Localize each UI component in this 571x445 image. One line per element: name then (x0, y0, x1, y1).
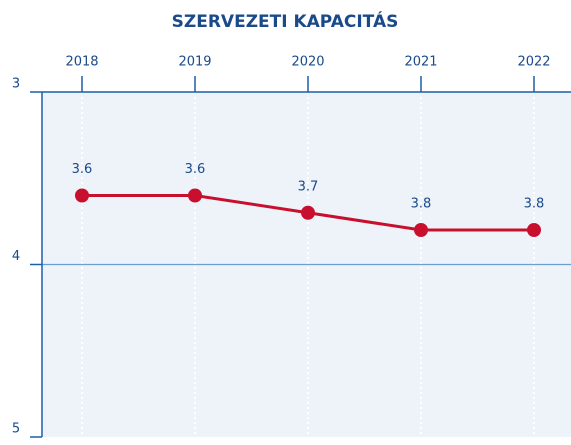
x-tick-label: 2020 (291, 55, 324, 70)
x-tick-label: 2022 (517, 55, 550, 70)
data-label: 3.6 (185, 162, 206, 177)
data-label: 3.6 (72, 162, 93, 177)
x-tick-label: 2021 (404, 55, 437, 70)
point (301, 205, 315, 220)
data-label: 3.8 (411, 197, 432, 212)
data-label: 3.8 (524, 197, 545, 212)
y-tick-label: 3 (12, 77, 20, 92)
y-tick-label: 5 (12, 422, 20, 437)
point (414, 223, 428, 237)
data-label: 3.7 (298, 179, 319, 194)
point (527, 223, 541, 237)
point (75, 188, 89, 203)
y-tick-label: 4 (12, 249, 20, 264)
x-tick-label: 2018 (65, 55, 98, 70)
x-tick-label: 2019 (178, 55, 211, 70)
chart-title: SZERVEZETI KAPACITÁS (172, 10, 399, 32)
point (188, 188, 202, 203)
